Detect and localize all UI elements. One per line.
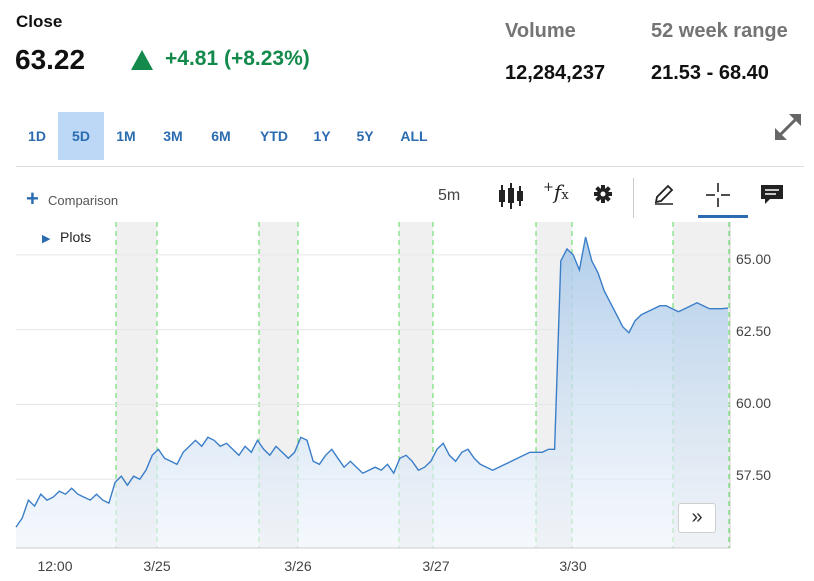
y-tick-label: 57.50 [736, 467, 772, 483]
volume-value: 12,284,237 [505, 62, 606, 84]
range-label: 52 week range [651, 20, 788, 42]
x-tick-label: 12:00 [37, 558, 73, 574]
pencil-icon[interactable] [652, 182, 676, 211]
x-tick-label: 3/25 [143, 558, 171, 574]
interval-selector[interactable]: 5m [438, 187, 461, 204]
price-change: +4.81 (+8.23%) [165, 47, 310, 70]
tab-all[interactable]: ALL [400, 128, 428, 144]
x-tick-label: 3/30 [559, 558, 587, 574]
volume-label: Volume [505, 20, 576, 42]
x-tick-label: 3/26 [284, 558, 312, 574]
close-label: Close [16, 12, 63, 31]
tab-ytd[interactable]: YTD [260, 128, 288, 144]
tab-5y[interactable]: 5Y [356, 128, 374, 144]
tab-1m[interactable]: 1M [116, 128, 136, 144]
tab-5d[interactable]: 5D [58, 112, 104, 160]
price-area-fill [16, 237, 728, 548]
plots-label[interactable]: Plots [60, 229, 92, 245]
comparison-label[interactable]: Comparison [48, 193, 119, 208]
crosshair-active-indicator [698, 215, 748, 218]
toolbar-divider [633, 178, 634, 218]
plots-triangle-icon[interactable]: ▶ [42, 233, 51, 245]
tab-3m[interactable]: 3M [163, 128, 183, 144]
y-tick-label: 60.00 [736, 395, 772, 411]
x-tick-label: 3/27 [422, 558, 450, 574]
comment-icon[interactable] [760, 184, 784, 211]
y-tick-label: 65.00 [736, 251, 772, 267]
function-icon[interactable]: +fx [543, 180, 569, 204]
range-value: 21.53 - 68.40 [651, 62, 769, 84]
tabs-divider [16, 166, 804, 167]
tab-1d[interactable]: 1D [28, 128, 46, 144]
tab-1y[interactable]: 1Y [313, 128, 331, 144]
scroll-forward-button[interactable]: » [678, 503, 716, 533]
price-line [15, 236, 729, 528]
tab-6m[interactable]: 6M [211, 128, 231, 144]
y-tick-label: 62.50 [736, 323, 772, 339]
close-value: 63.22 [15, 44, 86, 75]
candlestick-icon[interactable] [498, 182, 524, 215]
crosshair-icon[interactable] [706, 183, 730, 212]
gear-icon[interactable] [593, 184, 613, 209]
up-arrow-icon [131, 50, 153, 70]
expand-icon[interactable] [771, 110, 805, 149]
add-comparison-icon[interactable]: + [26, 186, 39, 211]
